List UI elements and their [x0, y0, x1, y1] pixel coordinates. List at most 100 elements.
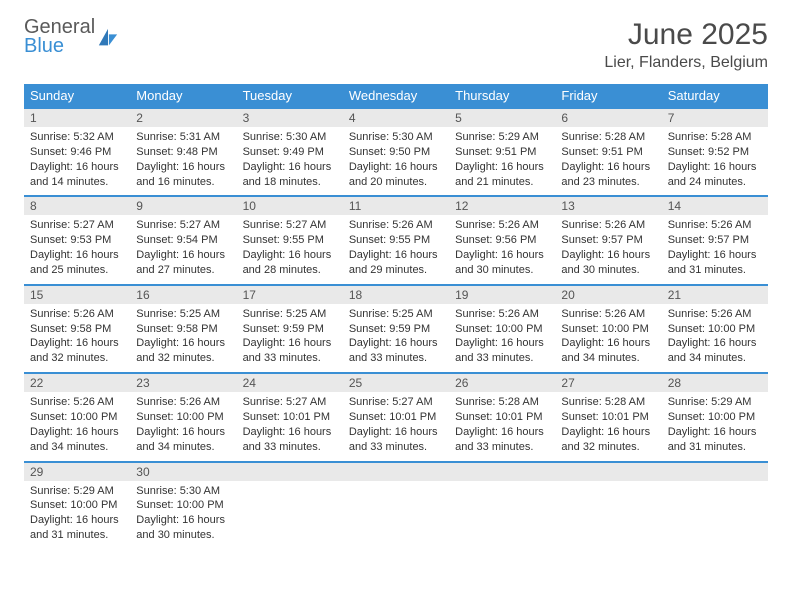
sunrise-line: Sunrise: 5:28 AM: [455, 395, 549, 410]
day-number: 1: [24, 109, 130, 127]
sunset-line: Sunset: 9:49 PM: [243, 145, 337, 160]
day-number: 25: [343, 374, 449, 392]
daylight-line: Daylight: 16 hours and 16 minutes.: [136, 160, 230, 190]
logo: General Blue: [24, 18, 119, 56]
day-number: 27: [555, 374, 661, 392]
daylight-line: Daylight: 16 hours and 31 minutes.: [668, 248, 762, 278]
day-header: Thursday: [449, 84, 555, 108]
day-body: Sunrise: 5:28 AMSunset: 10:01 PMDaylight…: [555, 392, 661, 460]
day-header: Wednesday: [343, 84, 449, 108]
day-cell: 17Sunrise: 5:25 AMSunset: 9:59 PMDayligh…: [237, 285, 343, 373]
day-number: 22: [24, 374, 130, 392]
day-number: 7: [662, 109, 768, 127]
day-number-empty: [237, 463, 343, 481]
day-body: Sunrise: 5:27 AMSunset: 9:55 PMDaylight:…: [237, 215, 343, 283]
header: General Blue June 2025 Lier, Flanders, B…: [24, 18, 768, 72]
month-title: June 2025: [604, 18, 768, 52]
daylight-line: Daylight: 16 hours and 30 minutes.: [561, 248, 655, 278]
sunrise-line: Sunrise: 5:31 AM: [136, 130, 230, 145]
day-body: Sunrise: 5:28 AMSunset: 9:52 PMDaylight:…: [662, 127, 768, 195]
day-body: Sunrise: 5:28 AMSunset: 10:01 PMDaylight…: [449, 392, 555, 460]
daylight-line: Daylight: 16 hours and 34 minutes.: [668, 336, 762, 366]
day-cell: 3Sunrise: 5:30 AMSunset: 9:49 PMDaylight…: [237, 108, 343, 196]
day-number: 11: [343, 197, 449, 215]
sunset-line: Sunset: 10:00 PM: [136, 498, 230, 513]
logo-sail-icon: [97, 27, 119, 49]
sunrise-line: Sunrise: 5:26 AM: [455, 307, 549, 322]
sunset-line: Sunset: 10:00 PM: [136, 410, 230, 425]
day-cell: 15Sunrise: 5:26 AMSunset: 9:58 PMDayligh…: [24, 285, 130, 373]
sunset-line: Sunset: 9:51 PM: [561, 145, 655, 160]
week-row: 29Sunrise: 5:29 AMSunset: 10:00 PMDaylig…: [24, 462, 768, 549]
day-number: 10: [237, 197, 343, 215]
sunset-line: Sunset: 9:48 PM: [136, 145, 230, 160]
sunrise-line: Sunrise: 5:29 AM: [30, 484, 124, 499]
daylight-line: Daylight: 16 hours and 28 minutes.: [243, 248, 337, 278]
day-cell: 9Sunrise: 5:27 AMSunset: 9:54 PMDaylight…: [130, 196, 236, 284]
day-number: 4: [343, 109, 449, 127]
sunrise-line: Sunrise: 5:25 AM: [349, 307, 443, 322]
day-body-empty: [449, 481, 555, 541]
sunrise-line: Sunrise: 5:27 AM: [243, 395, 337, 410]
day-cell: [343, 462, 449, 549]
daylight-line: Daylight: 16 hours and 33 minutes.: [349, 336, 443, 366]
day-body: Sunrise: 5:30 AMSunset: 10:00 PMDaylight…: [130, 481, 236, 549]
daylight-line: Daylight: 16 hours and 32 minutes.: [136, 336, 230, 366]
day-body: Sunrise: 5:29 AMSunset: 9:51 PMDaylight:…: [449, 127, 555, 195]
day-header: Monday: [130, 84, 236, 108]
sunrise-line: Sunrise: 5:26 AM: [561, 307, 655, 322]
week-row: 1Sunrise: 5:32 AMSunset: 9:46 PMDaylight…: [24, 108, 768, 196]
day-header: Friday: [555, 84, 661, 108]
day-number: 23: [130, 374, 236, 392]
daylight-line: Daylight: 16 hours and 32 minutes.: [30, 336, 124, 366]
day-number: 3: [237, 109, 343, 127]
daylight-line: Daylight: 16 hours and 30 minutes.: [136, 513, 230, 543]
day-number-empty: [449, 463, 555, 481]
daylight-line: Daylight: 16 hours and 34 minutes.: [30, 425, 124, 455]
sunset-line: Sunset: 10:00 PM: [30, 498, 124, 513]
daylight-line: Daylight: 16 hours and 31 minutes.: [668, 425, 762, 455]
daylight-line: Daylight: 16 hours and 25 minutes.: [30, 248, 124, 278]
title-block: June 2025 Lier, Flanders, Belgium: [604, 18, 768, 72]
sunrise-line: Sunrise: 5:26 AM: [349, 218, 443, 233]
day-body: Sunrise: 5:26 AMSunset: 10:00 PMDaylight…: [130, 392, 236, 460]
logo-blue: Blue: [24, 37, 95, 56]
week-row: 8Sunrise: 5:27 AMSunset: 9:53 PMDaylight…: [24, 196, 768, 284]
day-header: Saturday: [662, 84, 768, 108]
calendar-table: Sunday Monday Tuesday Wednesday Thursday…: [24, 84, 768, 549]
day-number: 30: [130, 463, 236, 481]
day-cell: [237, 462, 343, 549]
day-body: Sunrise: 5:27 AMSunset: 9:54 PMDaylight:…: [130, 215, 236, 283]
day-number: 20: [555, 286, 661, 304]
daylight-line: Daylight: 16 hours and 23 minutes.: [561, 160, 655, 190]
day-body: Sunrise: 5:26 AMSunset: 10:00 PMDaylight…: [662, 304, 768, 372]
sunrise-line: Sunrise: 5:27 AM: [349, 395, 443, 410]
sunrise-line: Sunrise: 5:27 AM: [30, 218, 124, 233]
day-body: Sunrise: 5:29 AMSunset: 10:00 PMDaylight…: [662, 392, 768, 460]
sunrise-line: Sunrise: 5:26 AM: [30, 395, 124, 410]
day-body: Sunrise: 5:27 AMSunset: 10:01 PMDaylight…: [237, 392, 343, 460]
day-number: 26: [449, 374, 555, 392]
week-row: 15Sunrise: 5:26 AMSunset: 9:58 PMDayligh…: [24, 285, 768, 373]
day-body: Sunrise: 5:30 AMSunset: 9:50 PMDaylight:…: [343, 127, 449, 195]
sunset-line: Sunset: 9:50 PM: [349, 145, 443, 160]
sunset-line: Sunset: 9:57 PM: [668, 233, 762, 248]
sunrise-line: Sunrise: 5:30 AM: [349, 130, 443, 145]
daylight-line: Daylight: 16 hours and 14 minutes.: [30, 160, 124, 190]
day-cell: 27Sunrise: 5:28 AMSunset: 10:01 PMDaylig…: [555, 373, 661, 461]
sunset-line: Sunset: 9:57 PM: [561, 233, 655, 248]
day-cell: 13Sunrise: 5:26 AMSunset: 9:57 PMDayligh…: [555, 196, 661, 284]
day-header: Sunday: [24, 84, 130, 108]
day-cell: 21Sunrise: 5:26 AMSunset: 10:00 PMDaylig…: [662, 285, 768, 373]
daylight-line: Daylight: 16 hours and 32 minutes.: [561, 425, 655, 455]
location: Lier, Flanders, Belgium: [604, 54, 768, 72]
day-number: 28: [662, 374, 768, 392]
daylight-line: Daylight: 16 hours and 30 minutes.: [455, 248, 549, 278]
day-number: 2: [130, 109, 236, 127]
day-cell: 18Sunrise: 5:25 AMSunset: 9:59 PMDayligh…: [343, 285, 449, 373]
sunset-line: Sunset: 10:00 PM: [668, 322, 762, 337]
day-cell: 14Sunrise: 5:26 AMSunset: 9:57 PMDayligh…: [662, 196, 768, 284]
day-cell: 8Sunrise: 5:27 AMSunset: 9:53 PMDaylight…: [24, 196, 130, 284]
day-number: 8: [24, 197, 130, 215]
sunset-line: Sunset: 9:59 PM: [243, 322, 337, 337]
